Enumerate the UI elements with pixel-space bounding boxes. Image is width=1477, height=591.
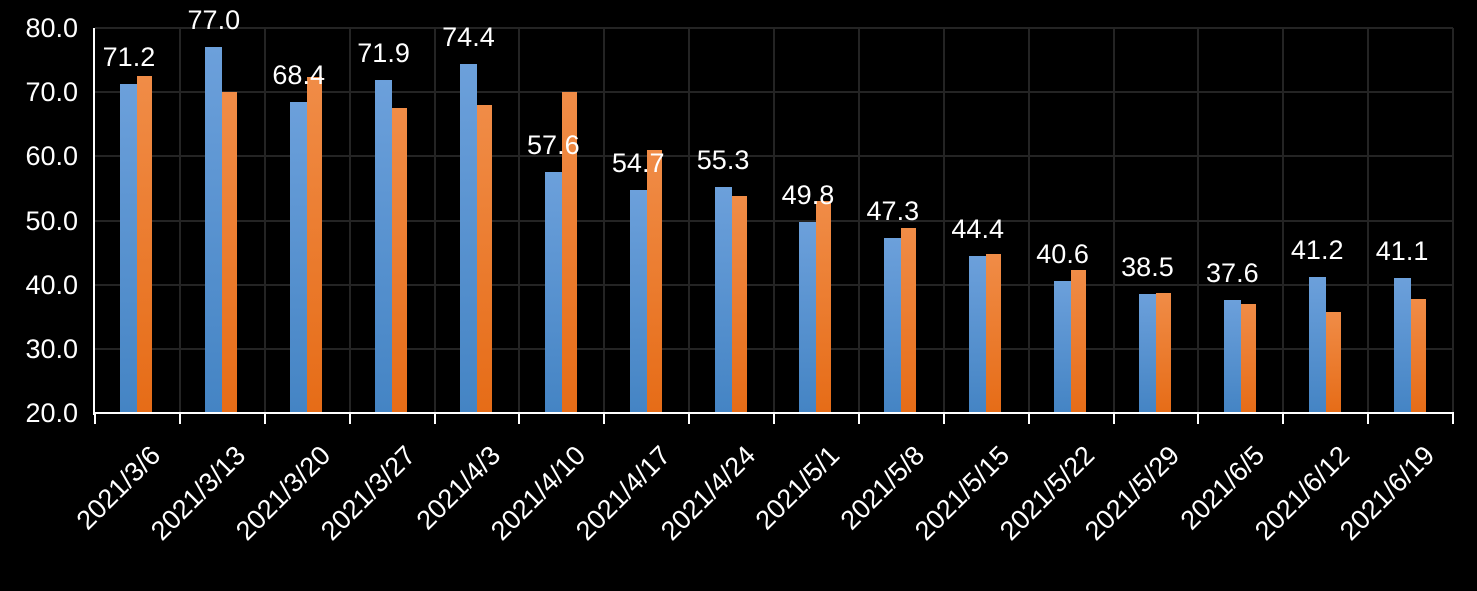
bar-orange [137,76,153,413]
bar-blue [884,237,902,413]
gridline-vertical [263,28,266,413]
bar-blue [1138,294,1156,413]
gridline-vertical [688,28,691,413]
x-axis-tick [773,414,775,424]
y-axis-label: 40.0 [25,269,78,300]
bar-blue [290,102,308,413]
y-axis-label: 50.0 [25,205,78,236]
bar-blue [1054,280,1072,413]
x-axis-tick [1282,414,1285,424]
y-axis-label: 20.0 [25,398,78,428]
x-axis-tick [942,414,945,424]
x-axis-tick [94,414,96,424]
x-axis-tick [178,414,181,424]
gridline-vertical [1282,28,1285,413]
bar-value-label: 57.6 [527,129,580,160]
bar-blue [544,171,562,413]
bar-value-label: 71.2 [102,42,156,73]
x-axis-tick [1027,414,1030,424]
bar-blue [1223,300,1241,413]
bar-orange [392,108,408,413]
bar-blue [1308,276,1326,413]
x-axis-tick [1197,414,1200,424]
bar-value-label: 68.4 [272,60,325,91]
bar-blue [969,256,987,413]
bar-value-label: 37.6 [1206,258,1259,289]
bar-orange [561,92,577,413]
y-axis-label: 60.0 [25,141,78,172]
gridline-vertical [1367,28,1370,413]
x-axis-tick [1452,414,1454,424]
bar-orange [1410,298,1426,413]
gridline-vertical [1197,28,1200,413]
bar-orange [646,149,662,413]
plot-area: 71.2 77.0 68.4 71.9 74.4 57.6 54.7 55.3 49.8 47.3… [95,7,1454,413]
gridline-vertical [773,28,775,413]
bar-value-label: 77.0 [187,5,241,36]
y-axis-label: 70.0 [25,77,78,108]
gridline-vertical [1112,28,1115,413]
bar-orange [1240,303,1256,413]
bar-orange [816,201,832,413]
x-axis-tick [433,414,436,424]
bar-blue [459,63,477,413]
y-axis-line [93,28,95,415]
x-axis-tick [348,414,351,424]
bar-value-label: 49.8 [781,179,835,210]
bar-orange [1325,312,1341,413]
gridline-vertical [857,28,860,413]
y-axis-label: 80.0 [25,13,78,43]
bar-value-label: 41.2 [1290,234,1344,265]
x-axis-tick [263,414,266,424]
bar-orange [1155,293,1171,413]
bar-blue [375,79,393,413]
gridline-vertical [518,28,521,413]
bar-value-label: 54.7 [611,148,665,179]
bar-orange [307,76,323,413]
gridline-vertical [1027,28,1030,413]
x-axis-line [93,412,1454,414]
bar-value-label: 44.4 [951,214,1004,245]
gridline-vertical [1452,28,1454,413]
gridline-vertical [178,28,181,413]
bar-orange [476,105,492,413]
gridline-vertical [348,28,351,413]
bar-blue [205,47,223,413]
bar-value-label: 40.6 [1036,238,1089,269]
bar-blue [799,221,817,413]
bar-blue [120,84,138,413]
bar-value-label: 74.4 [442,21,495,52]
gridline-vertical [433,28,436,413]
bar-blue [714,186,732,413]
bar-orange [222,92,238,413]
x-axis-tick [1367,414,1370,424]
bar-value-label: 38.5 [1121,252,1174,283]
bar-orange [731,196,747,413]
bar-blue [629,190,647,413]
bar-orange [901,227,917,413]
x-axis-tick [688,414,691,424]
bar-value-label: 71.9 [357,37,410,68]
bar-blue [1393,277,1411,413]
bar-orange [986,253,1002,413]
bar-value-label: 47.3 [866,195,920,226]
x-axis-tick [603,414,606,424]
gridline-vertical [603,28,606,413]
x-axis-tick [518,414,521,424]
bar-orange [1071,269,1087,413]
y-axis-label: 30.0 [25,333,78,364]
bar-value-label: 55.3 [696,144,750,175]
x-axis-tick [857,414,860,424]
gridline-vertical [942,28,945,413]
bar-value-label: 41.1 [1375,235,1429,266]
x-axis-tick [1112,414,1115,424]
